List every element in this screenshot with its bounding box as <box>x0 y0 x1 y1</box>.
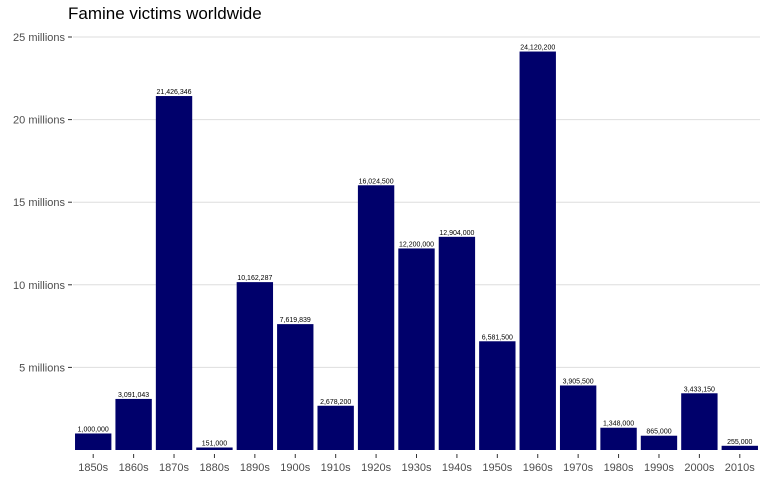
x-tick-label-1940s: 1940s <box>442 462 472 474</box>
x-tick-label-1890s: 1890s <box>240 462 270 474</box>
bar-1890s <box>236 282 274 450</box>
data-label-1910s: 2,678,200 <box>320 399 351 406</box>
bar-1860s <box>115 398 152 450</box>
y-tick-label-1: 10 millions <box>13 280 65 292</box>
bar-1950s <box>479 341 516 450</box>
y-tick-label-0: 5 millions <box>19 362 65 374</box>
bar-2010s <box>721 445 758 450</box>
bars <box>75 51 758 450</box>
data-label-1960s: 24,120,200 <box>520 45 555 52</box>
x-tick-label-1930s: 1930s <box>402 462 432 474</box>
data-label-1930s: 12,200,000 <box>399 241 434 248</box>
bar-2000s <box>681 393 718 450</box>
data-label-1880s: 151,000 <box>202 441 227 448</box>
bar-1960s <box>519 51 556 450</box>
x-tick-label-1900s: 1900s <box>280 462 310 474</box>
data-label-1890s: 10,162,287 <box>237 275 272 282</box>
x-tick-label-1980s: 1980s <box>604 462 634 474</box>
data-label-1860s: 3,091,043 <box>118 392 149 399</box>
bar-1990s <box>640 435 678 450</box>
x-tick-label-1910s: 1910s <box>321 462 351 474</box>
bar-1920s <box>357 185 395 450</box>
x-axis: 1850s 1860s 1870s 1880s 1890s 1900s 1910s 1920s… <box>78 454 755 474</box>
y-tick-label-2: 15 millions <box>13 197 65 209</box>
data-labels: 1,000,000 3,091,043 21,426,346 151,000 10,16… <box>78 45 753 448</box>
data-label-2000s: 3,433,150 <box>684 386 715 393</box>
x-tick-label-1950s: 1950s <box>482 462 512 474</box>
data-label-1950s: 6,581,500 <box>482 334 513 341</box>
data-label-1940s: 12,904,000 <box>439 230 474 237</box>
data-label-1900s: 7,619,839 <box>280 317 311 324</box>
bar-1900s <box>277 324 314 450</box>
x-tick-label-1920s: 1920s <box>361 462 391 474</box>
y-axis: 5 millions 10 millions 15 millions 20 milli… <box>13 32 72 374</box>
x-tick-label-1880s: 1880s <box>199 462 229 474</box>
data-label-1990s: 865,000 <box>646 429 671 436</box>
data-label-1920s: 16,024,500 <box>359 178 394 185</box>
y-tick-label-4: 25 millions <box>13 32 65 44</box>
bar-1870s <box>155 96 193 450</box>
x-tick-label-2000s: 2000s <box>684 462 714 474</box>
x-tick-label-1970s: 1970s <box>563 462 593 474</box>
data-label-1850s: 1,000,000 <box>78 426 109 433</box>
y-tick-label-3: 20 millions <box>13 115 65 127</box>
data-label-2010s: 255,000 <box>727 439 752 446</box>
bar-1940s <box>438 236 476 450</box>
bar-1980s <box>600 427 637 450</box>
x-tick-label-2010s: 2010s <box>725 462 755 474</box>
bar-1850s <box>75 433 112 450</box>
data-label-1870s: 21,426,346 <box>157 89 192 96</box>
data-label-1980s: 1,348,000 <box>603 421 634 428</box>
chart-title: Famine victims worldwide <box>68 4 262 23</box>
data-label-1970s: 3,905,500 <box>563 378 594 385</box>
x-tick-label-1850s: 1850s <box>78 462 108 474</box>
x-tick-label-1870s: 1870s <box>159 462 189 474</box>
bar-1930s <box>398 248 435 450</box>
x-tick-label-1960s: 1960s <box>523 462 553 474</box>
x-tick-label-1990s: 1990s <box>644 462 674 474</box>
bar-1880s <box>196 447 233 450</box>
bar-1910s <box>317 405 354 450</box>
x-tick-label-1860s: 1860s <box>119 462 149 474</box>
bar-1970s <box>559 385 597 450</box>
